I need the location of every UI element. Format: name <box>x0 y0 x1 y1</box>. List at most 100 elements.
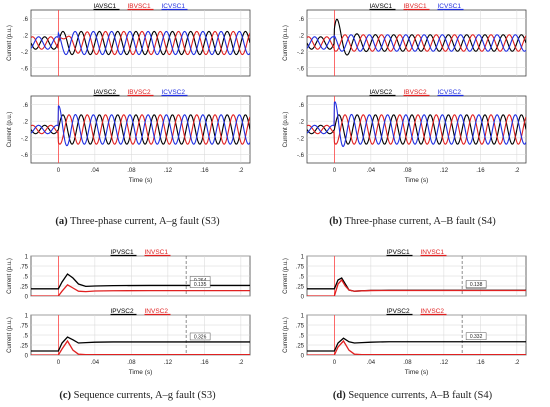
caption-a: (a) Three-phase current, A–g fault (S3) <box>0 216 275 227</box>
chart-b-top-ytick-label: .2 <box>299 33 305 39</box>
chart-b-top: .6 .2 -.2 -.6 Current (p.u.) IAVSC1 IBVSC1 ICVS… <box>283 3 527 77</box>
chart-b-top-ytick-label: .6 <box>299 17 305 23</box>
chart-c-bottom-ytick-label: .75 <box>20 324 29 330</box>
chart-b-bottom-legend-IAVSC2: IAVSC2 <box>370 89 393 96</box>
chart-d-bottom-annotation-label: 0.332 <box>470 334 483 340</box>
chart-a-top-ytick-label: .6 <box>23 17 29 23</box>
chart-a-bottom-y-axis-label: Current (p.u.) <box>7 112 13 148</box>
chart-d-top-ytick-label: .75 <box>296 265 305 271</box>
chart-b-top-y-axis-label: Current (p.u.) <box>283 25 289 61</box>
chart-a-bottom-xtick-label: .08 <box>127 168 136 174</box>
chart-c-bottom-annotation-label: 0.326 <box>194 334 207 340</box>
chart-a-bottom-xtick-label: .04 <box>91 168 100 174</box>
chart-d-bottom-series-IPVSC2 <box>307 337 526 352</box>
chart-d-top-series-group <box>307 277 526 296</box>
chart-b-bottom-xtick-label: 0 <box>333 168 337 174</box>
chart-c-bottom-xtick-label: .16 <box>200 360 209 366</box>
chart-c-top-series-group <box>31 273 250 296</box>
chart-a-top-ytick-label: -.2 <box>21 50 29 56</box>
chart-a-bottom-legend-IAVSC2: IAVSC2 <box>94 89 117 96</box>
chart-a-bottom-x-axis-label: Time (s) <box>129 177 153 184</box>
chart-b-top-ytick-label: -.6 <box>297 66 305 72</box>
chart-c-bottom-ytick-label: .25 <box>20 344 29 350</box>
chart-c-bottom-y-axis-label: Current (p.u.) <box>7 317 13 353</box>
caption-a-text: Three-phase current, A–g fault (S3) <box>70 216 220 227</box>
caption-c: (c) Sequence currents, A–g fault (S3) <box>0 390 275 401</box>
chart-c-top-series-INVSC1 <box>31 283 250 296</box>
chart-a-bottom-legend-ICVSC2: ICVSC2 <box>162 89 186 96</box>
chart-d-top-ytick-label: .5 <box>299 275 305 281</box>
chart-d-bottom-legend-INVSC2: INVSC2 <box>421 308 445 315</box>
chart-a-top-legend-IAVSC1: IAVSC1 <box>94 3 117 10</box>
chart-d-top-ytick-label: 0 <box>301 295 305 301</box>
caption-c-letter: (c) <box>59 390 71 401</box>
chart-d-bottom-ytick-label: 1 <box>301 314 305 320</box>
chart-c-bottom-series-IPVSC2 <box>31 336 250 352</box>
chart-a-bottom: .6 .2 -.2 -.6 0 .04 .08 .12 .16 .2 Current (p.u.) T… <box>7 89 251 184</box>
chart-d-bottom-ytick-label: .25 <box>296 344 305 350</box>
chart-b-bottom-x-axis-label: Time (s) <box>405 177 429 184</box>
chart-a-bottom-xtick-label: .16 <box>200 168 209 174</box>
chart-a-bottom-legend-IBVSC2: IBVSC2 <box>128 89 152 96</box>
chart-b-top-legend-IAVSC1: IAVSC1 <box>370 3 393 10</box>
chart-a-bottom-series-ICVSC2 <box>31 105 250 147</box>
chart-a-bottom-series-IAVSC2 <box>31 114 250 145</box>
chart-c-bottom-series-group <box>31 336 250 355</box>
chart-d-bottom-series-group <box>307 337 526 355</box>
chart-c-top-ytick-label: .25 <box>20 285 29 291</box>
chart-a-bottom-ytick-label: -.2 <box>21 136 29 142</box>
chart-a-bottom-ytick-label: -.6 <box>21 153 29 159</box>
chart-a-bottom-xtick-label: .2 <box>238 168 244 174</box>
chart-d-bottom-ytick-label: 0 <box>301 354 305 360</box>
chart-a-top-y-axis-label: Current (p.u.) <box>7 25 13 61</box>
chart-a-bottom-xtick-label: 0 <box>57 168 61 174</box>
chart-c-top-ytick-label: .5 <box>23 275 29 281</box>
chart-d-bottom-x-axis-label: Time (s) <box>405 369 429 376</box>
chart-c-bottom-ytick-label: .5 <box>23 334 29 340</box>
chart-a-top: .6 .2 -.2 -.6 Current (p.u.) IAVSC1 IBVSC1 ICVS… <box>7 3 251 77</box>
chart-b-bottom-xtick-label: .04 <box>367 168 376 174</box>
caption-d: (d) Sequence currents, A–B fault (S4) <box>275 390 550 401</box>
chart-d-bottom-xtick-label: .08 <box>403 360 412 366</box>
caption-d-text: Sequence currents, A–B fault (S4) <box>348 390 493 401</box>
chart-d-bottom-series-INVSC2 <box>307 339 526 355</box>
chart-b-bottom-series-ICVSC2 <box>307 101 526 148</box>
chart-a-top-ytick-label: .2 <box>23 33 29 39</box>
chart-d-bottom-xtick-label: .04 <box>367 360 376 366</box>
chart-b-top-series-ICVSC1 <box>307 34 526 52</box>
chart-d-top-series-INVSC1 <box>307 278 526 296</box>
chart-c-bottom-xtick-label: 0 <box>57 360 61 366</box>
chart-a-top-series-IBVSC1 <box>31 30 250 56</box>
chart-c-bottom: 1 .75 .5 .25 0 0 .04 .08 .12 .16 .2 Current (p.u.) T… <box>7 308 251 376</box>
chart-b-bottom-xtick-label: .2 <box>514 168 520 174</box>
chart-c-bottom-ytick-label: 1 <box>25 314 29 320</box>
chart-a-top-ytick-label: -.6 <box>21 66 29 72</box>
chart-b-bottom-series-group <box>307 101 526 148</box>
chart-d-bottom-xtick-label: .16 <box>476 360 485 366</box>
chart-d-bottom-xtick-label: .12 <box>440 360 449 366</box>
chart-b-bottom-series-IAVSC2 <box>307 114 526 145</box>
chart-c-bottom-annotation-box <box>189 332 211 341</box>
chart-b-top-ytick-label: -.2 <box>297 50 305 56</box>
chart-b-bottom-xtick-label: .12 <box>440 168 449 174</box>
chart-b-top-legend-IBVSC1: IBVSC1 <box>404 3 428 10</box>
chart-c-top-ytick-label: .75 <box>20 265 29 271</box>
chart-d-top-annotation-box <box>465 280 487 288</box>
chart-c-bottom-legend-INVSC2: INVSC2 <box>145 308 169 315</box>
chart-c-bottom-x-axis-label: Time (s) <box>129 369 153 376</box>
chart-b-bottom: .6 .2 -.2 -.6 0 .04 .08 .12 .16 .2 Current (p.u.) T… <box>283 89 527 184</box>
chart-d-top-ytick-label: .25 <box>296 285 305 291</box>
chart-a-top-series-group <box>31 30 250 56</box>
chart-d-top-ytick-label: 1 <box>301 255 305 261</box>
chart-d-bottom-annotation-box <box>465 332 487 340</box>
caption-b: (b) Three-phase current, A–B fault (S4) <box>275 216 550 227</box>
chart-c-top-y-axis-label: Current (p.u.) <box>7 258 13 294</box>
chart-c-top-legend-IPVSC1: IPVSC1 <box>111 249 135 256</box>
chart-c-top-annotation-box <box>189 280 211 288</box>
chart-a-top-legend-ICVSC1: ICVSC1 <box>162 3 186 10</box>
chart-c-bottom-xtick-label: .04 <box>91 360 100 366</box>
chart-b-bottom-legend-IBVSC2: IBVSC2 <box>404 89 428 96</box>
chart-d-bottom-legend-IPVSC2: IPVSC2 <box>387 308 411 315</box>
chart-b-bottom-y-axis-label: Current (p.u.) <box>283 112 289 148</box>
